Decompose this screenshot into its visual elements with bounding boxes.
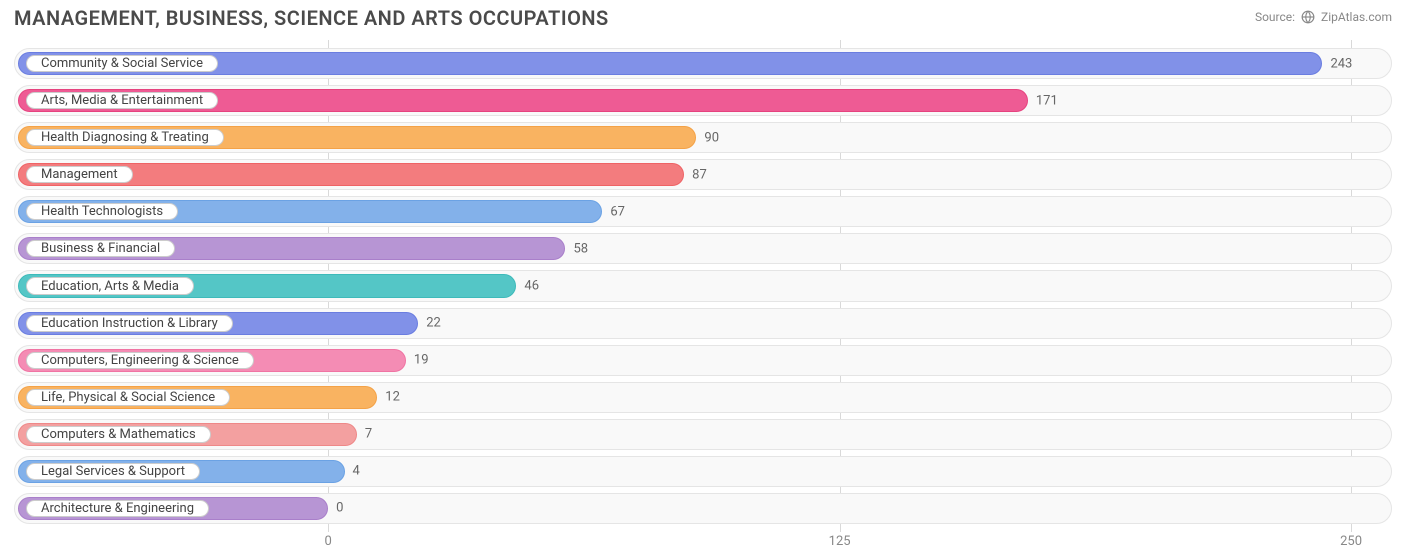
source-attribution: Source: ZipAtlas.com — [1255, 10, 1392, 24]
bar-label: Health Technologists — [26, 203, 178, 220]
bar-value: 243 — [1330, 56, 1352, 71]
bar-row: Computers, Engineering & Science 19 — [14, 345, 1392, 376]
bar-row: Education, Arts & Media 46 — [14, 270, 1392, 301]
bar-label: Computers, Engineering & Science — [26, 352, 254, 369]
bar-label: Life, Physical & Social Science — [26, 389, 230, 406]
bar-value: 0 — [336, 501, 343, 516]
bar-label: Education, Arts & Media — [26, 277, 194, 294]
bar-value: 58 — [573, 241, 588, 256]
plot-area: Community & Social Service 243 Arts, Media… — [14, 40, 1392, 532]
bar-row: Architecture & Engineering 0 — [14, 493, 1392, 524]
bar-value: 171 — [1036, 93, 1058, 108]
globe-icon — [1301, 10, 1315, 24]
chart-title: MANAGEMENT, BUSINESS, SCIENCE AND ARTS O… — [14, 6, 609, 30]
bar-value: 67 — [610, 204, 625, 219]
bar-row: Life, Physical & Social Science 12 — [14, 382, 1392, 413]
bar-value: 22 — [426, 316, 441, 331]
bar-row: Arts, Media & Entertainment 171 — [14, 85, 1392, 116]
bar-label: Management — [26, 166, 133, 183]
bar-value: 4 — [353, 464, 360, 479]
chart-container: MANAGEMENT, BUSINESS, SCIENCE AND ARTS O… — [0, 0, 1406, 558]
source-label: Source: — [1255, 10, 1295, 24]
bar-label: Legal Services & Support — [26, 463, 200, 480]
bar-value: 7 — [365, 427, 372, 442]
x-tick-label: 250 — [1340, 534, 1362, 549]
x-tick-label: 125 — [829, 534, 851, 549]
bar-label: Health Diagnosing & Treating — [26, 129, 224, 146]
bar-row: Legal Services & Support 4 — [14, 456, 1392, 487]
bar-row: Community & Social Service 243 — [14, 48, 1392, 79]
x-axis: 0 125 250 — [14, 534, 1392, 550]
bar-row: Management 87 — [14, 159, 1392, 190]
x-tick-label: 0 — [325, 534, 332, 549]
bar-value: 19 — [414, 353, 429, 368]
bar-label: Business & Financial — [26, 240, 175, 257]
bar-row: Health Diagnosing & Treating 90 — [14, 122, 1392, 153]
bar-label: Architecture & Engineering — [26, 500, 209, 517]
source-name: ZipAtlas.com — [1321, 10, 1392, 24]
bar-row: Business & Financial 58 — [14, 233, 1392, 264]
bar-label: Education Instruction & Library — [26, 315, 233, 332]
bar-row: Health Technologists 67 — [14, 196, 1392, 227]
bar-value: 90 — [704, 130, 719, 145]
bar-row: Education Instruction & Library 22 — [14, 308, 1392, 339]
bar-value: 12 — [385, 390, 400, 405]
bar-label: Arts, Media & Entertainment — [26, 92, 218, 109]
bar-label: Computers & Mathematics — [26, 426, 211, 443]
bar-value: 46 — [524, 279, 539, 294]
bar-label: Community & Social Service — [26, 55, 218, 72]
bars-group: Community & Social Service 243 Arts, Media… — [14, 48, 1392, 524]
bar-row: Computers & Mathematics 7 — [14, 419, 1392, 450]
bar-value: 87 — [692, 167, 707, 182]
